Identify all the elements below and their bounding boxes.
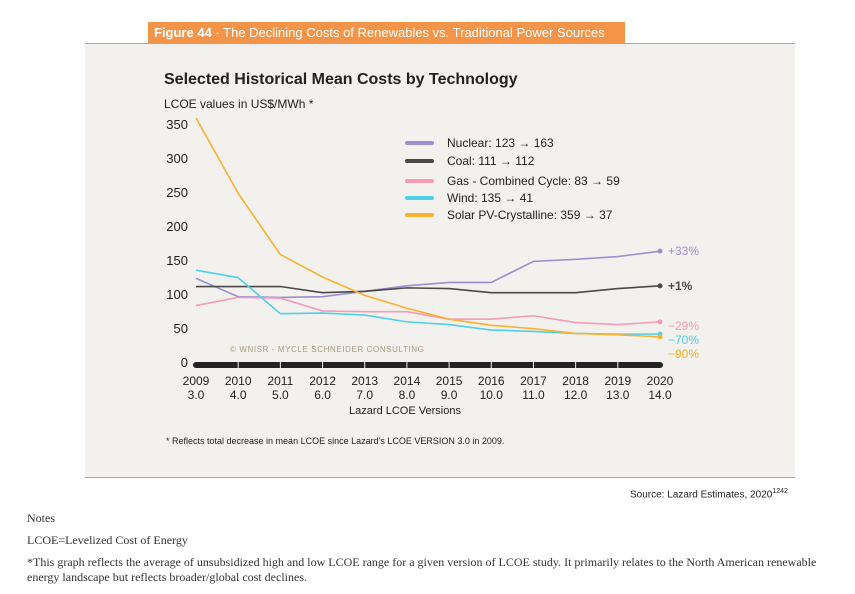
series-end-label: +33% bbox=[668, 244, 699, 258]
y-tick-label: 100 bbox=[166, 287, 188, 302]
figure-label: Figure 44 bbox=[154, 25, 212, 40]
series-endpoint bbox=[657, 248, 663, 254]
source-ref: 1242 bbox=[772, 488, 788, 495]
x-tick-label: 2009 bbox=[183, 374, 210, 388]
x-tick-sublabel: 6.0 bbox=[314, 388, 331, 402]
x-tick-label: 2014 bbox=[394, 374, 421, 388]
x-tick-label: 2019 bbox=[604, 374, 631, 388]
figure-title: The Declining Costs of Renewables vs. Tr… bbox=[223, 25, 605, 40]
notes-line-1: LCOE=Levelized Cost of Energy bbox=[27, 533, 188, 547]
series-endpoint bbox=[657, 334, 663, 340]
legend-label: Coal: 111 → 112 bbox=[447, 154, 535, 168]
x-tick-label: 2016 bbox=[478, 374, 505, 388]
series-line-2 bbox=[195, 296, 661, 326]
x-tick-label: 2013 bbox=[351, 374, 378, 388]
x-tick-label: 2015 bbox=[436, 374, 463, 388]
x-tick-sublabel: 3.0 bbox=[188, 388, 205, 402]
series-end-label: −90% bbox=[668, 347, 699, 361]
x-tick-sublabel: 14.0 bbox=[648, 388, 672, 402]
chart-title: Selected Historical Mean Costs by Techno… bbox=[164, 71, 518, 88]
x-tick-sublabel: 8.0 bbox=[399, 388, 416, 402]
x-tick-sublabel: 10.0 bbox=[480, 388, 504, 402]
series-endpoint bbox=[657, 319, 663, 325]
x-tick-label: 2011 bbox=[267, 374, 293, 388]
y-tick-label: 50 bbox=[174, 321, 188, 336]
legend-label: Gas - Combined Cycle: 83 → 59 bbox=[447, 174, 620, 188]
y-tick-label: 0 bbox=[181, 355, 188, 370]
series-line-4 bbox=[195, 117, 661, 338]
y-tick-label: 150 bbox=[166, 253, 188, 268]
x-tick-sublabel: 13.0 bbox=[606, 388, 630, 402]
figure-header: Figure 44 · The Declining Costs of Renew… bbox=[148, 22, 625, 43]
y-tick-label: 200 bbox=[166, 219, 188, 234]
x-tick-sublabel: 5.0 bbox=[272, 388, 289, 402]
x-tick-sublabel: 9.0 bbox=[441, 388, 458, 402]
y-tick-label: 350 bbox=[166, 117, 188, 132]
x-tick-sublabel: 4.0 bbox=[230, 388, 247, 402]
y-tick-label: 250 bbox=[166, 185, 188, 200]
source-note: Source: Lazard Estimates, 20201242 bbox=[630, 488, 788, 500]
x-tick-label: 2020 bbox=[647, 374, 674, 388]
chart-footnote: * Reflects total decrease in mean LCOE s… bbox=[166, 436, 505, 446]
chart-panel bbox=[85, 43, 795, 478]
legend-label: Nuclear: 123 → 163 bbox=[447, 136, 554, 150]
series-end-label: −70% bbox=[668, 333, 699, 347]
legend-label: Wind: 135 → 41 bbox=[447, 191, 533, 205]
x-tick-sublabel: 12.0 bbox=[564, 388, 588, 402]
notes-heading: Notes bbox=[27, 511, 55, 525]
x-tick-sublabel: 11.0 bbox=[522, 388, 545, 402]
figure-separator: · bbox=[211, 25, 224, 40]
series-end-label: +1% bbox=[668, 279, 693, 293]
y-tick-label: 300 bbox=[166, 151, 188, 166]
x-axis-label: Lazard LCOE Versions bbox=[349, 405, 461, 417]
x-tick-label: 2010 bbox=[225, 374, 252, 388]
x-tick-label: 2017 bbox=[520, 374, 547, 388]
x-tick-sublabel: 7.0 bbox=[356, 388, 373, 402]
legend-label: Solar PV-Crystalline: 359 → 37 bbox=[447, 208, 613, 222]
y-axis-label: LCOE values in US$/MWh * bbox=[164, 97, 314, 111]
series-end-label: −29% bbox=[668, 319, 699, 333]
x-tick-label: 2012 bbox=[309, 374, 336, 388]
notes-line-2: *This graph reflects the average of unsu… bbox=[27, 555, 817, 584]
watermark: © WNISR - MYCLE SCHNEIDER CONSULTING bbox=[230, 345, 424, 354]
series-endpoint bbox=[657, 283, 663, 289]
series-line-3 bbox=[195, 269, 660, 335]
source-text: Source: Lazard Estimates, 2020 bbox=[630, 489, 773, 501]
x-tick-label: 2018 bbox=[562, 374, 589, 388]
series-line-1 bbox=[196, 285, 661, 294]
